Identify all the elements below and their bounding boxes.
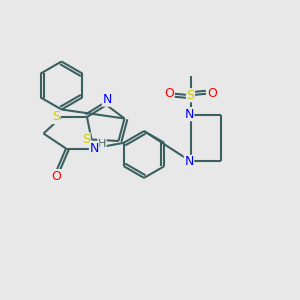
Text: S: S xyxy=(52,110,60,124)
Text: N: N xyxy=(184,108,194,121)
Text: N: N xyxy=(89,142,99,155)
Text: S: S xyxy=(82,133,90,146)
Text: S: S xyxy=(187,89,194,102)
Text: O: O xyxy=(52,169,61,183)
Text: O: O xyxy=(207,87,217,100)
Text: H: H xyxy=(98,139,106,149)
Text: N: N xyxy=(102,93,112,106)
Text: O: O xyxy=(164,87,174,100)
Text: N: N xyxy=(184,155,194,168)
